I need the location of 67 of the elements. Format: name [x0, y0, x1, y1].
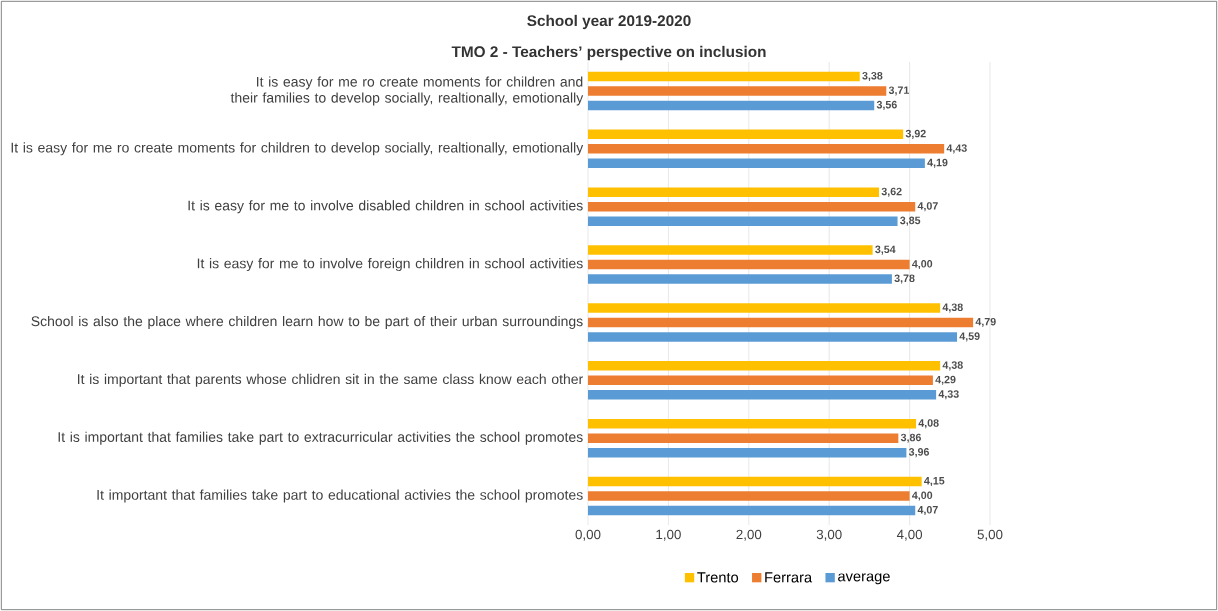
y-tick-label: It is important that parents whose chlidren sit in the same class know each other [78, 373, 583, 387]
bar [588, 361, 941, 371]
data-label: 3,96 [908, 448, 930, 458]
data-label: 4,07 [917, 202, 938, 212]
bar [588, 332, 958, 342]
data-label: 4,15 [924, 477, 945, 487]
bar [588, 216, 898, 226]
chart-title: School year 2019-2020 [527, 14, 691, 30]
y-tick-label: School is also the place where children learn how to be part of their urban surroundings [31, 315, 583, 329]
data-label: 4,00 [912, 491, 933, 501]
bar [588, 259, 910, 270]
legend-label: average [838, 573, 890, 585]
bar [588, 375, 933, 386]
x-tick-label: 1,00 [656, 529, 681, 541]
data-label: 4,33 [938, 390, 959, 400]
chart-subtitle: TMO 2 - Teachers’ perspective on inclusion [451, 45, 766, 61]
data-label: 3,85 [900, 216, 921, 226]
x-tick-label: 3,00 [816, 529, 842, 541]
y-tick-label: It important that families take part to educational activies the school promotes [97, 489, 583, 503]
data-label: 4,79 [975, 317, 996, 327]
bar [588, 144, 945, 154]
y-tick-label: It is important that families take part to extracurricular activities the school promotes [58, 431, 583, 445]
data-label: 4,38 [942, 361, 963, 371]
bar [588, 505, 916, 516]
data-label: 3,62 [881, 187, 902, 197]
x-tick-label: 5,00 [977, 529, 1003, 541]
data-label: 4,19 [927, 158, 948, 168]
data-label: 4,59 [959, 332, 980, 342]
bar [588, 418, 917, 429]
x-tick-label: 2,00 [736, 529, 762, 541]
bar [588, 158, 925, 169]
y-tick-label: It is easy for me to involve foreign children in school activities [197, 258, 583, 272]
bar [588, 187, 880, 197]
y-tick-label: It is easy for me ro create moments for children and their families to develop socially, realtionally, emotionally [230, 76, 584, 106]
data-label: 4,43 [946, 144, 967, 154]
data-label: 4,08 [918, 419, 939, 429]
data-label: 3,38 [862, 71, 883, 82]
data-label: 4,38 [942, 303, 963, 313]
data-label: 3,56 [876, 100, 897, 110]
data-label: 3,71 [888, 86, 909, 96]
bar [588, 100, 875, 111]
data-label: 3,86 [900, 433, 921, 443]
y-tick-label: It is easy for me ro create moments for children to develop socially, realtionally, emotionally [11, 142, 584, 156]
bar [588, 245, 873, 255]
data-label: 4,00 [912, 260, 933, 270]
bar [588, 71, 860, 82]
bar [588, 447, 907, 458]
legend-label: Ferrara [765, 572, 813, 583]
bar [588, 129, 904, 140]
bar [588, 433, 899, 443]
x-tick-label: 4,00 [896, 529, 923, 541]
bar [588, 274, 892, 284]
x-tick-label: 0,00 [575, 529, 601, 541]
bar [588, 390, 937, 400]
y-tick-label: It is easy for me to involve disabled children in school activities [188, 200, 583, 214]
bar [588, 317, 974, 328]
bar [588, 491, 910, 501]
data-label: 4,29 [935, 375, 956, 385]
data-label: 3,92 [905, 129, 926, 139]
data-label: 3,54 [875, 245, 896, 255]
bar [588, 201, 916, 212]
bar [588, 86, 887, 96]
data-label: 3,78 [894, 274, 915, 284]
legend-label: Trento [697, 572, 739, 583]
data-label: 4,07 [917, 505, 938, 516]
bar [588, 476, 922, 487]
bar [588, 303, 941, 313]
